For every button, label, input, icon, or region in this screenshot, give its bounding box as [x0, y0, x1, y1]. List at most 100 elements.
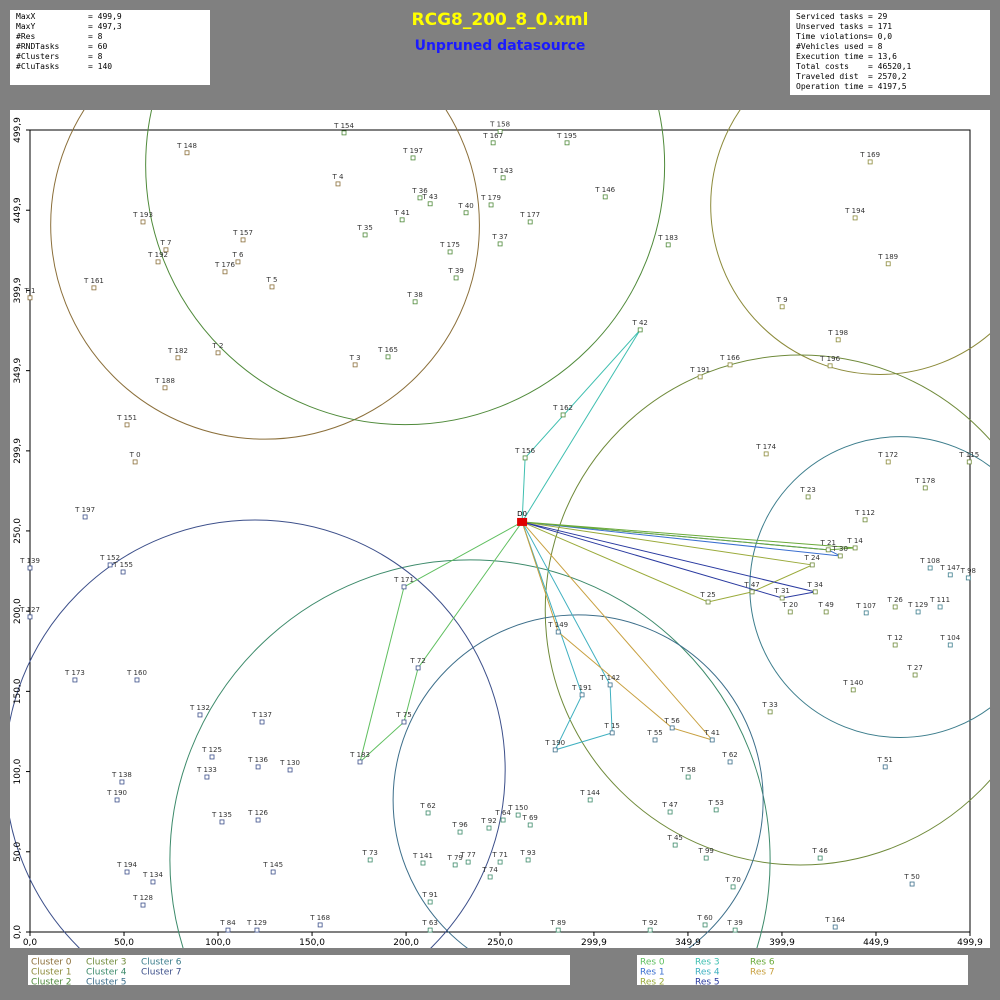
info-value: 140 [97, 62, 113, 71]
task-label: T 64 [494, 809, 511, 817]
task-label: T 145 [262, 861, 283, 869]
y-tick-label: 449,9 [13, 197, 23, 223]
task-marker [219, 819, 225, 825]
task-label: T 112 [854, 509, 875, 517]
task-label: T 41 [393, 209, 409, 217]
task-label: T 178 [914, 477, 935, 485]
info-row: Serviced tasks = 29 [796, 12, 984, 22]
info-label: Serviced tasks [796, 12, 864, 21]
legend-entry: Cluster 1 [31, 968, 72, 978]
task-marker [817, 855, 823, 861]
x-tick-label: 150,0 [299, 938, 325, 948]
task-label: T 161 [83, 277, 104, 285]
task-marker [525, 857, 531, 863]
task-label: T 33 [761, 701, 777, 709]
task-marker [665, 242, 671, 248]
task-marker [609, 730, 615, 736]
info-value: 171 [877, 22, 893, 31]
legend-entry: Res 5 [695, 978, 720, 988]
task-marker [965, 575, 971, 581]
solution-info: Serviced tasks = 29 Unserved tasks = 171 Tim… [790, 10, 990, 95]
task-marker [763, 451, 769, 457]
info-separator: = [88, 52, 98, 61]
task-marker [225, 927, 231, 933]
task-marker [927, 565, 933, 571]
task-label: T 79 [446, 854, 462, 862]
info-separator: = [868, 62, 878, 71]
task-label: T 3 [349, 354, 361, 362]
task-label: T 51 [876, 756, 892, 764]
task-label: T 89 [549, 919, 565, 927]
info-label: #CluTasks [16, 62, 60, 71]
task-marker [255, 764, 261, 770]
task-label: T 26 [886, 596, 903, 604]
x-tick-label: 299,9 [581, 938, 607, 948]
task-marker [607, 682, 613, 688]
task-marker [805, 494, 811, 500]
task-marker [335, 181, 341, 187]
task-marker [420, 860, 426, 866]
task-label: T 70 [724, 876, 740, 884]
task-label: T 74 [481, 866, 498, 874]
task-marker [863, 610, 869, 616]
task-label: T 98 [960, 567, 976, 575]
task-label: T 27 [906, 664, 922, 672]
task-marker [912, 672, 918, 678]
task-marker [885, 261, 891, 267]
task-label: T 164 [824, 916, 845, 924]
legend-entry: Cluster 5 [86, 978, 127, 988]
info-value: 13,6 [877, 52, 897, 61]
task-marker [560, 412, 566, 418]
task-marker [705, 599, 711, 605]
task-label: T 130 [279, 759, 300, 767]
legend-entry: Res 1 [640, 968, 665, 978]
task-marker [966, 459, 972, 465]
task-label: T 137 [251, 711, 272, 719]
task-label: T 45 [666, 834, 682, 842]
task-label: T 196 [819, 355, 840, 363]
task-marker [587, 797, 593, 803]
task-marker [579, 692, 585, 698]
info-value: 8 [97, 52, 103, 61]
task-label: T 14 [846, 537, 863, 545]
task-marker [385, 354, 391, 360]
info-row: #CluTasks = 140 [16, 62, 204, 72]
legend-entry: Cluster 6 [141, 958, 182, 968]
task-marker [835, 337, 841, 343]
task-marker [453, 275, 459, 281]
task-label: T 60 [696, 914, 712, 922]
info-row: #RNDTasks = 60 [16, 42, 204, 52]
cluster-circle [749, 436, 990, 738]
info-separator: = [88, 62, 98, 71]
task-label: T 144 [579, 789, 600, 797]
task-marker [862, 517, 868, 523]
info-value: 2570,2 [877, 72, 907, 81]
info-label: #RNDTasks [16, 42, 60, 51]
task-marker [447, 249, 453, 255]
y-tick-label: 100,0 [13, 758, 23, 784]
info-separator: = [88, 32, 98, 41]
task-marker [222, 269, 228, 275]
task-marker [527, 822, 533, 828]
task-label: T 189 [877, 253, 898, 261]
task-label: T 139 [19, 557, 40, 565]
task-label: T 173 [64, 669, 85, 677]
task-label: T 183 [349, 751, 370, 759]
x-tick-label: 200,0 [393, 938, 419, 948]
task-label: T 148 [176, 142, 197, 150]
task-label: T 0 [129, 451, 141, 459]
legend-entry: Cluster 3 [86, 958, 127, 968]
legend-entry: Cluster 2 [31, 978, 72, 988]
task-label: T 47 [661, 801, 677, 809]
task-label: T 194 [116, 861, 137, 869]
info-separator: = [868, 52, 878, 61]
task-marker [427, 927, 433, 933]
task-label: T 53 [707, 799, 723, 807]
info-value: 46520,1 [877, 62, 912, 71]
task-marker [401, 584, 407, 590]
task-label: T 188 [154, 377, 175, 385]
task-marker [552, 747, 558, 753]
task-label: T 108 [919, 557, 940, 565]
x-tick-label: 399,9 [769, 938, 795, 948]
task-label: T 39 [447, 267, 463, 275]
